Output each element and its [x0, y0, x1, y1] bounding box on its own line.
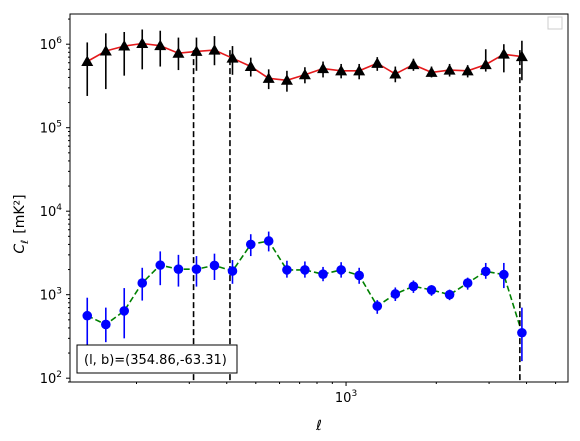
- series-0-point: [262, 72, 275, 83]
- series-1-point: [282, 265, 292, 275]
- annotation-text: (l, b)=(354.86,-63.31): [84, 353, 227, 368]
- series-1-point: [227, 266, 238, 276]
- plot-frame: [69, 13, 569, 383]
- series-1-point: [462, 278, 473, 288]
- series-0-point: [81, 55, 94, 67]
- series-0-point: [280, 74, 293, 85]
- series-1-point: [119, 306, 130, 316]
- svg-text:Cℓ[mK²]: Cℓ [mK²]: [12, 194, 31, 253]
- series-0-point: [515, 50, 528, 62]
- series-1-point: [480, 266, 491, 277]
- y-tick-label: 102: [40, 370, 62, 387]
- series-0-point: [497, 48, 510, 59]
- axis-ticks: 102 103 104 105 106 103: [40, 18, 557, 406]
- series-0-point: [118, 40, 131, 51]
- series-0-point: [371, 57, 384, 68]
- y-tick-label: 106: [40, 36, 63, 53]
- series-1-point: [245, 239, 256, 250]
- series-0-point: [136, 37, 149, 48]
- y-axis-label-sub: ℓ: [20, 240, 31, 244]
- series-0-point: [154, 39, 167, 51]
- series-1-point: [517, 327, 527, 338]
- series-0-point: [461, 64, 474, 76]
- series-1-point: [408, 281, 419, 292]
- series-1-point: [426, 285, 437, 295]
- y-axis-label: Cℓ [mK²]: [12, 194, 31, 253]
- series-1-point: [263, 236, 274, 246]
- series-1-line: [86, 240, 523, 334]
- series-0-point: [407, 58, 420, 70]
- series-1-point: [101, 319, 111, 330]
- y-tick-label: 104: [40, 203, 63, 220]
- y-tick-label: 105: [40, 120, 62, 137]
- y-tick-label: 103: [40, 287, 62, 304]
- series-0-point: [335, 64, 348, 76]
- series-1-point: [191, 264, 202, 274]
- annotation-box: [76, 344, 238, 374]
- series-1-point: [209, 260, 220, 271]
- series-0-point: [208, 44, 221, 55]
- series-1-point: [444, 289, 455, 300]
- series-1-point: [499, 269, 509, 280]
- series-0-point: [425, 66, 438, 77]
- series-1-point: [372, 301, 383, 311]
- vertical-lines: [192, 50, 521, 382]
- series-1-point: [318, 269, 328, 279]
- series-0-point: [443, 64, 456, 75]
- series-0-point: [172, 47, 185, 58]
- series-1-point: [390, 289, 401, 299]
- series-0-point: [190, 45, 203, 56]
- series-1-point: [137, 278, 148, 288]
- x-tick-label: 103: [335, 389, 357, 406]
- series-1-point: [155, 260, 166, 270]
- series-1-point: [82, 310, 93, 321]
- series-0-point: [226, 52, 239, 63]
- y-axis-label-main: C: [12, 244, 28, 254]
- series-1-point: [336, 265, 346, 275]
- series-0-point: [353, 64, 366, 76]
- series-0-point: [99, 44, 112, 56]
- series-lines: [86, 42, 523, 334]
- series-1-point: [300, 265, 310, 275]
- series-0-point: [244, 60, 257, 72]
- series-0-point: [479, 58, 492, 70]
- series-1-point: [354, 270, 364, 281]
- y-axis-label-unit: [mK²]: [12, 194, 28, 233]
- legend-box: [547, 16, 563, 30]
- series-marks: [81, 29, 528, 362]
- series-0-point: [317, 62, 330, 74]
- series-0-point: [389, 67, 402, 79]
- series-0-point: [298, 68, 311, 80]
- series-1-point: [173, 264, 184, 274]
- x-axis-label: ℓ: [315, 418, 322, 434]
